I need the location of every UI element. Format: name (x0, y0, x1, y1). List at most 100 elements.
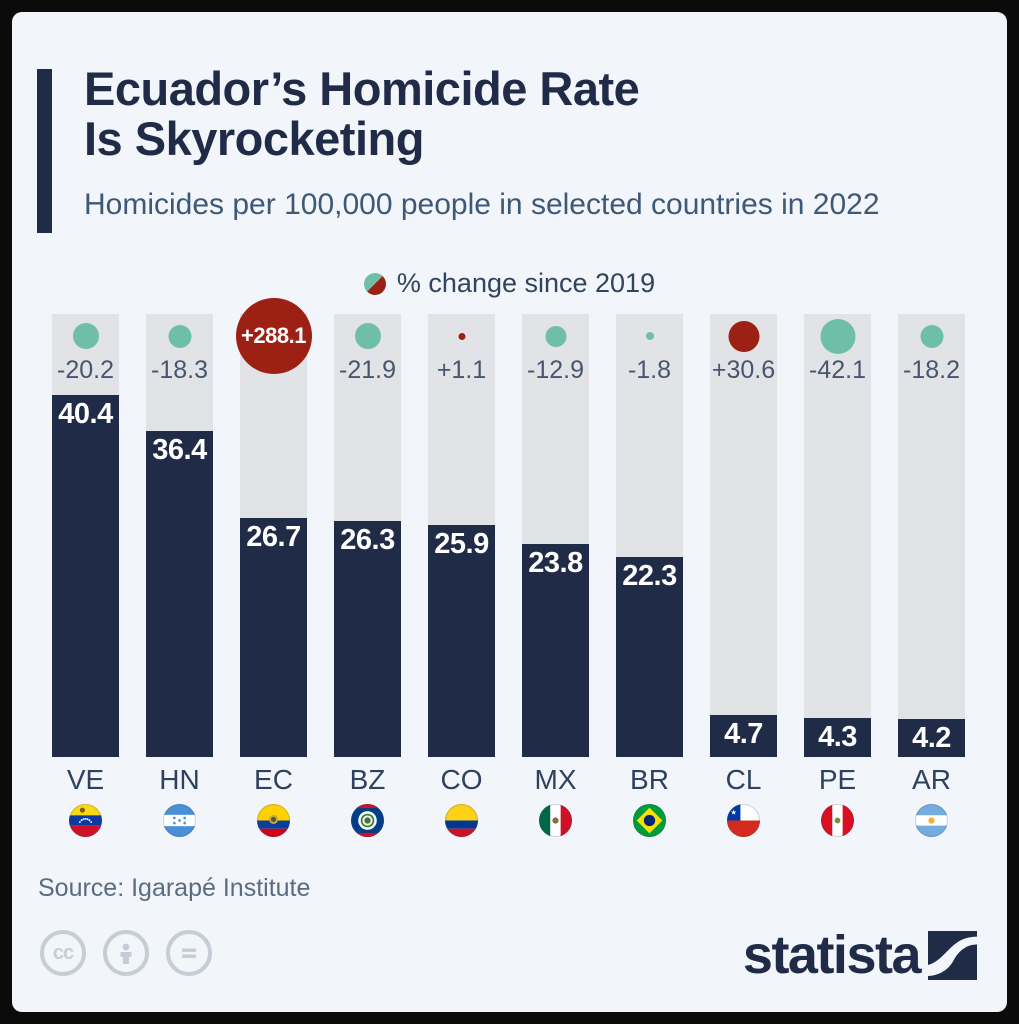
page-title: Ecuador’s Homicide Rate Is Skyrocketing (84, 64, 964, 164)
bar-value-label: 25.9 (434, 528, 489, 560)
country-label: BZ (349, 764, 386, 795)
statista-logo[interactable]: statista (743, 928, 977, 982)
infographic: Ecuador’s Homicide Rate Is Skyrocketing … (12, 12, 1007, 1012)
bar-AR: 4.2 (898, 719, 965, 757)
country-cell-MX: MX (522, 764, 589, 837)
country-label: MX (534, 764, 577, 795)
country-cell-BR: BR (616, 764, 683, 837)
page-subtitle: Homicides per 100,000 people in selected… (84, 188, 880, 221)
country-cell-AR: AR (898, 764, 965, 837)
pct-change-label: -21.9 (339, 356, 396, 384)
bar-value-label: 26.3 (340, 524, 395, 556)
bar-EC: 26.7 (240, 518, 307, 757)
country-label: EC (254, 764, 293, 795)
statista-logo-mark (928, 930, 977, 980)
country-label: BR (630, 764, 669, 795)
chart-column-VE: -20.2 40.4 (52, 314, 119, 757)
pct-change-bubble-BZ (354, 323, 381, 349)
pct-change-legend-icon (363, 272, 386, 295)
title-accent-bar (37, 69, 52, 233)
pct-change-bubble-MX (545, 326, 566, 347)
mx-flag-icon (539, 804, 572, 837)
country-cell-EC: EC (240, 764, 307, 837)
pct-change-bubble-BR (645, 332, 654, 340)
country-cell-BZ: BZ (334, 764, 401, 837)
bar-value-label: 22.3 (622, 560, 677, 592)
bar-VE: 40.4 (52, 395, 119, 757)
cl-flag-icon (727, 804, 760, 837)
pct-change-bubble-PE (820, 319, 855, 354)
country-cell-CO: CO (428, 764, 495, 837)
hn-flag-icon (163, 804, 196, 837)
bar-CO: 25.9 (428, 525, 495, 757)
bar-CL: 4.7 (710, 715, 777, 757)
bar-HN: 36.4 (146, 431, 213, 757)
country-label: HN (159, 764, 200, 795)
country-label: AR (912, 764, 951, 795)
chart-column-EC: +288.1 26.7 (235, 298, 312, 757)
country-label: VE (66, 764, 105, 795)
bar-BR: 22.3 (616, 557, 683, 757)
ar-flag-icon (915, 804, 948, 837)
pct-change-bubble-VE (72, 323, 99, 349)
cc-license-icons: cc (40, 930, 212, 976)
country-cell-HN: HN (146, 764, 213, 837)
bar-value-label: 26.7 (246, 521, 301, 553)
bar-value-label: 36.4 (152, 434, 207, 466)
pct-change-bubble-CO (458, 333, 465, 340)
chart-column-BZ: -21.9 26.3 (334, 314, 401, 757)
pct-change-bubble-HN (168, 325, 191, 348)
br-flag-icon (633, 804, 666, 837)
pct-change-label: -42.1 (809, 356, 866, 384)
chart-column-CO: +1.1 25.9 (428, 314, 495, 757)
page-title-line1: Ecuador’s Homicide Rate (84, 62, 640, 115)
bar-value-label: 23.8 (528, 547, 583, 579)
chart-column-HN: -18.3 36.4 (146, 314, 213, 757)
person-icon (120, 943, 132, 964)
bar-MX: 23.8 (522, 544, 589, 757)
pct-change-label: -12.9 (527, 356, 584, 384)
page-title-line2: Is Skyrocketing (84, 111, 424, 165)
country-labels: VE HN EC BZ CO MX BR CL PE AR (52, 764, 965, 837)
pct-change-label: -18.3 (151, 356, 208, 384)
ve-flag-icon (69, 804, 102, 837)
legend-label: % change since 2019 (396, 268, 656, 298)
legend: % change since 2019 (12, 268, 1007, 299)
chart-column-BR: -1.8 22.3 (616, 314, 683, 757)
bar-value-label: 4.3 (818, 721, 857, 753)
pct-change-label: -18.2 (903, 356, 960, 384)
bar-PE: 4.3 (804, 718, 871, 757)
bar-value-label: 4.2 (912, 722, 951, 754)
ec-flag-icon (257, 804, 290, 837)
country-cell-PE: PE (804, 764, 871, 837)
cc-by-icon[interactable] (103, 930, 149, 976)
chart-column-AR: -18.2 4.2 (898, 314, 965, 757)
bar-BZ: 26.3 (334, 521, 401, 757)
country-cell-CL: CL (710, 764, 777, 837)
cc-nd-icon[interactable] (166, 930, 212, 976)
bz-flag-icon (351, 804, 384, 837)
source-text: Source: Igarapé Institute (38, 874, 311, 902)
pct-change-bubble-AR (920, 325, 943, 348)
bar-chart: -20.2 40.4 -18.3 36.4 +288.1 26.7 -21.9 26.3 +1.… (52, 298, 965, 757)
pct-change-label: -1.8 (627, 356, 672, 384)
pct-change-label: +30.6 (711, 356, 776, 384)
pct-change-label: -20.2 (57, 356, 114, 384)
pe-flag-icon (821, 804, 854, 837)
chart-column-PE: -42.1 4.3 (804, 314, 871, 757)
bar-value-label: 40.4 (58, 398, 113, 430)
chart-column-MX: -12.9 23.8 (522, 314, 589, 757)
chart-column-CL: +30.6 4.7 (710, 314, 777, 757)
pct-change-label: +288.1 (241, 323, 306, 348)
country-label: CO (440, 764, 483, 795)
pct-change-bubble-CL (728, 321, 759, 352)
cc-icon[interactable]: cc (40, 930, 86, 976)
equals-icon (182, 948, 196, 958)
statista-wordmark: statista (742, 925, 922, 985)
pct-change-bubble-EC: +288.1 (235, 298, 312, 374)
pct-change-label: +1.1 (436, 356, 487, 384)
country-label: CL (725, 764, 762, 795)
bar-value-label: 4.7 (724, 718, 763, 750)
country-cell-VE: VE (52, 764, 119, 837)
co-flag-icon (445, 804, 478, 837)
